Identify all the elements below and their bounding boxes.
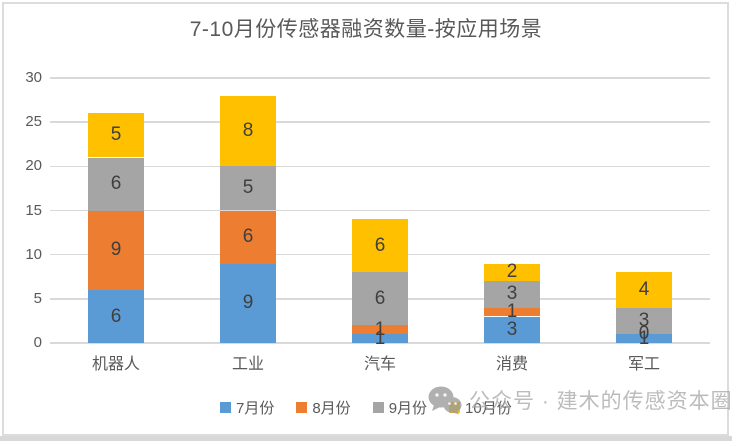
y-axis-tick-label: 0 — [33, 334, 42, 351]
bar-segment — [220, 263, 276, 343]
bar-segment — [88, 113, 144, 158]
x-axis-category-label: 机器人 — [91, 356, 140, 373]
bar-data-label: 9 — [110, 239, 122, 261]
bar-data-label: 1 — [374, 318, 386, 340]
bar-segment — [484, 316, 540, 343]
bar-data-label: 6 — [374, 287, 386, 309]
bar-segment — [616, 307, 672, 335]
gridline — [50, 165, 710, 168]
legend-item: 9月份 — [372, 397, 428, 418]
bar-data-label: 3 — [506, 318, 518, 340]
bar-segment — [484, 307, 540, 317]
x-axis-category-label: 汽车 — [363, 356, 396, 373]
bar-data-label: 6 — [110, 305, 122, 327]
x-axis-category-label: 工业 — [231, 356, 264, 373]
legend-label: 9月份 — [388, 400, 428, 417]
y-axis-tick-label: 5 — [33, 289, 42, 307]
bar-segment — [352, 325, 408, 335]
bar-data-label: 9 — [242, 292, 254, 314]
bar-segment — [484, 263, 540, 282]
legend-item: 8月份 — [296, 397, 351, 418]
chart-title: 7-10月份传感器融资数量-按应用场景 — [189, 18, 543, 41]
gridline — [50, 121, 710, 123]
x-axis-category-label: 消费 — [495, 356, 528, 373]
bar-data-label: 3 — [506, 283, 518, 305]
chart-legend: 7月份 8月份 9月份 10月份 — [220, 397, 512, 418]
y-axis-tick-label: 10 — [25, 245, 42, 263]
bar-segment — [352, 219, 408, 273]
legend-label: 10月份 — [465, 400, 512, 417]
bar-data-label: 1 — [638, 327, 650, 349]
bar-data-label: 6 — [110, 173, 122, 194]
bar-data-label: 1 — [374, 327, 386, 349]
bar-data-label: 6 — [242, 226, 254, 247]
y-axis-tick-label: 30 — [25, 69, 42, 86]
legend-label: 8月份 — [312, 400, 351, 417]
bar-data-label: 4 — [638, 279, 650, 300]
bar-segment — [352, 272, 408, 326]
legend-item: 10月份 — [449, 397, 512, 418]
bar-segment — [88, 290, 144, 343]
bar-segment — [616, 272, 672, 308]
bar-segment — [88, 210, 144, 290]
bar-segment — [220, 210, 276, 264]
bar-data-label: 8 — [242, 120, 254, 141]
bar-data-label: 3 — [638, 309, 650, 331]
bottom-divider — [0, 436, 732, 441]
y-axis-tick-label: 15 — [25, 201, 42, 219]
bar-segment — [616, 334, 672, 343]
legend-item: 7月份 — [220, 397, 274, 418]
bar-data-label: 1 — [506, 301, 518, 323]
y-axis-tick-label: 25 — [25, 113, 42, 131]
bar-data-label: 0 — [638, 323, 650, 345]
gridline — [50, 77, 710, 79]
y-axis-tick-label: 20 — [25, 157, 42, 175]
bar-data-label: 2 — [506, 261, 518, 283]
bar-segment — [88, 157, 144, 211]
bar-segment — [352, 334, 408, 343]
bar-segment — [220, 95, 276, 167]
bar-data-label: 5 — [110, 124, 122, 146]
legend-label: 7月份 — [236, 400, 275, 417]
bar-data-label: 6 — [374, 234, 386, 256]
bar-data-label: 5 — [242, 177, 254, 199]
x-axis-category-label: 军工 — [627, 356, 660, 373]
legend-swatch — [372, 402, 384, 413]
bar-segment — [220, 166, 276, 211]
legend-swatch — [296, 402, 308, 413]
gridline — [50, 209, 710, 212]
legend-swatch — [220, 402, 231, 413]
legend-swatch — [449, 402, 461, 413]
bar-segment — [484, 281, 540, 308]
gridline — [50, 342, 710, 344]
